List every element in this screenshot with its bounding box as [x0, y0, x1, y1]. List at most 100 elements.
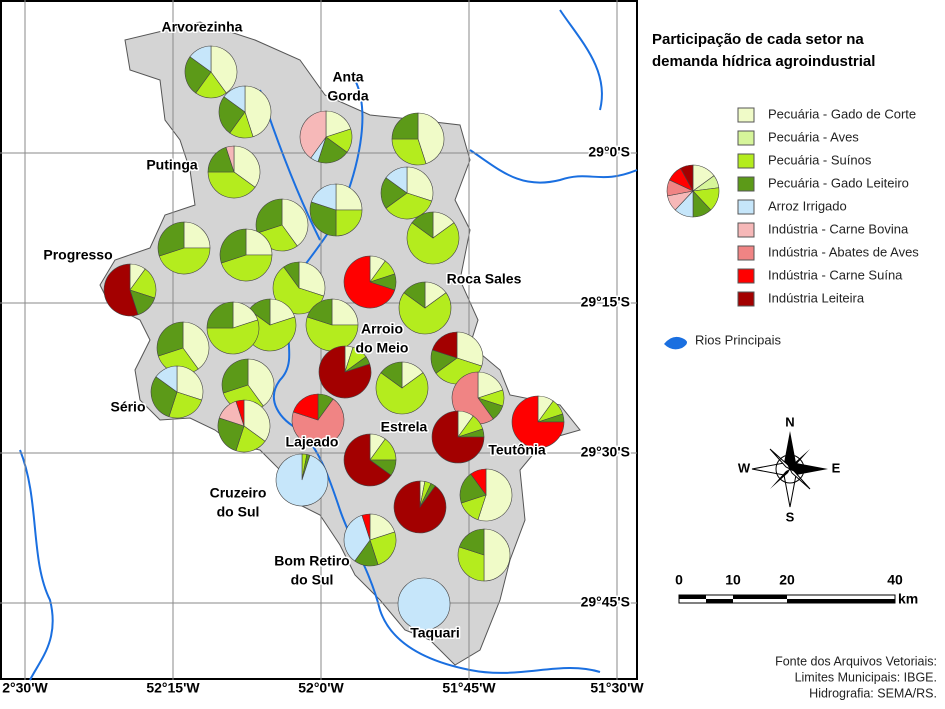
- pie-slice: [406, 166, 434, 202]
- compass-letter: E: [832, 460, 841, 475]
- pie-slice: [361, 513, 371, 541]
- place-label: Roca Sales: [447, 271, 522, 287]
- pie-slice: [220, 254, 273, 282]
- pie-slice: [291, 398, 345, 447]
- pie-slice: [150, 376, 178, 418]
- legend-label: Pecuária - Gado de Corte: [768, 106, 916, 121]
- pie-slice: [431, 331, 458, 359]
- pie-slice: [157, 221, 185, 257]
- pie-slice: [403, 281, 426, 309]
- legend-title: Participação de cada setor na: [652, 31, 864, 48]
- y-tick-label: 29°45'S: [581, 594, 630, 610]
- pie-slice: [158, 247, 211, 275]
- pie-slice: [219, 228, 247, 264]
- pie-slice: [343, 433, 392, 487]
- labels: Arvorezinha Anta Gorda Putinga Progresso Roca…: [1, 17, 646, 697]
- scale-unit: km: [898, 591, 918, 607]
- pie-slice: [168, 391, 203, 419]
- pie-slice: [391, 138, 427, 166]
- pie-slice: [244, 85, 272, 138]
- x-tick-label: 52°0'W: [298, 680, 344, 696]
- pie-slice: [385, 166, 408, 194]
- place-label: Bom Retiro: [274, 553, 349, 569]
- scale-label: 20: [779, 572, 795, 588]
- pie-slice: [477, 468, 513, 522]
- scale-label: 0: [675, 572, 683, 588]
- place-label: Sério: [110, 399, 145, 415]
- place-label: do Sul: [291, 572, 334, 588]
- pie-slice: [275, 453, 329, 507]
- pie-slice: [292, 393, 319, 421]
- pie-slice: [318, 345, 372, 399]
- legend-label: Pecuária - Gado Leiteiro: [768, 175, 909, 190]
- pie-slice: [217, 417, 245, 452]
- pie-slice: [398, 292, 452, 335]
- pie-slice: [680, 164, 694, 192]
- compass-letter: N: [785, 414, 794, 429]
- pie-slice: [281, 198, 309, 247]
- pie-slice: [283, 261, 300, 289]
- compass-letter: S: [786, 509, 795, 524]
- scale-label: 40: [887, 572, 903, 588]
- source-note: Limites Municipais: IBGE.: [795, 670, 937, 684]
- place-label: Arroio: [361, 321, 403, 337]
- pie-slice: [299, 110, 327, 159]
- pie-slice: [456, 331, 484, 367]
- legend-swatch: [737, 222, 755, 238]
- legend-title: demanda hídrica agroindustrial: [652, 53, 875, 70]
- pie-slice: [343, 514, 371, 562]
- legend-swatch: [737, 153, 755, 169]
- river-swatch: [664, 336, 687, 350]
- place-label: Taquari: [410, 625, 460, 641]
- pie-slice: [206, 301, 234, 329]
- x-tick-label: 51°30'W: [590, 680, 644, 696]
- pie-slice: [103, 263, 139, 317]
- legend-swatch: [737, 176, 755, 192]
- pie-slice: [380, 361, 403, 389]
- pie-slice: [451, 371, 494, 425]
- pie-slice: [218, 96, 246, 134]
- legend-label: Arroz Irrigado: [768, 198, 847, 213]
- pie-slice: [189, 45, 212, 73]
- legend-label: Indústria - Carne Suína: [768, 267, 903, 282]
- pie-slice: [206, 319, 260, 355]
- place-label: Progresso: [43, 247, 112, 263]
- pie-slice: [393, 480, 447, 534]
- pie-slice: [225, 145, 235, 173]
- pie-slice: [385, 192, 433, 220]
- pie-slice: [470, 468, 487, 496]
- legend-label: Pecuária - Aves: [768, 129, 859, 144]
- pie-slice: [343, 255, 396, 309]
- pie-slice: [391, 112, 419, 140]
- legend-swatch: [737, 107, 755, 123]
- pie-slice: [221, 358, 249, 394]
- x-tick-label: 51°45'W: [442, 680, 496, 696]
- pie-slice: [331, 298, 359, 326]
- pie-slice: [458, 528, 485, 556]
- pie-slice: [306, 298, 333, 326]
- pie-slice: [210, 45, 238, 94]
- place-label: do Meio: [356, 340, 409, 356]
- scale-bar: [678, 594, 896, 604]
- pie-slice: [457, 546, 485, 582]
- pie-slice: [511, 395, 565, 449]
- legend-label: Indústria - Abates de Aves: [768, 244, 919, 259]
- legend-label: Indústria Leiteira: [768, 290, 865, 305]
- pie-slice: [184, 56, 212, 94]
- pie-slice: [483, 528, 511, 582]
- legend-swatch: [737, 130, 755, 146]
- source-note: Hidrografia: SEMA/RS.: [809, 686, 937, 700]
- compass-letter: W: [738, 460, 751, 475]
- pie-slice: [155, 365, 178, 393]
- place-label: Teutônia: [488, 442, 546, 458]
- pie-slice: [417, 112, 445, 165]
- place-label: Cruzeiro: [210, 485, 267, 501]
- pie-slice: [156, 321, 184, 357]
- y-tick-label: 29°0'S: [588, 144, 630, 160]
- y-tick-label: 29°30'S: [581, 444, 630, 460]
- place-label: Lajeado: [286, 434, 339, 450]
- pie-slice: [369, 531, 397, 566]
- pie-slice: [310, 183, 337, 211]
- pie-slice: [223, 85, 246, 113]
